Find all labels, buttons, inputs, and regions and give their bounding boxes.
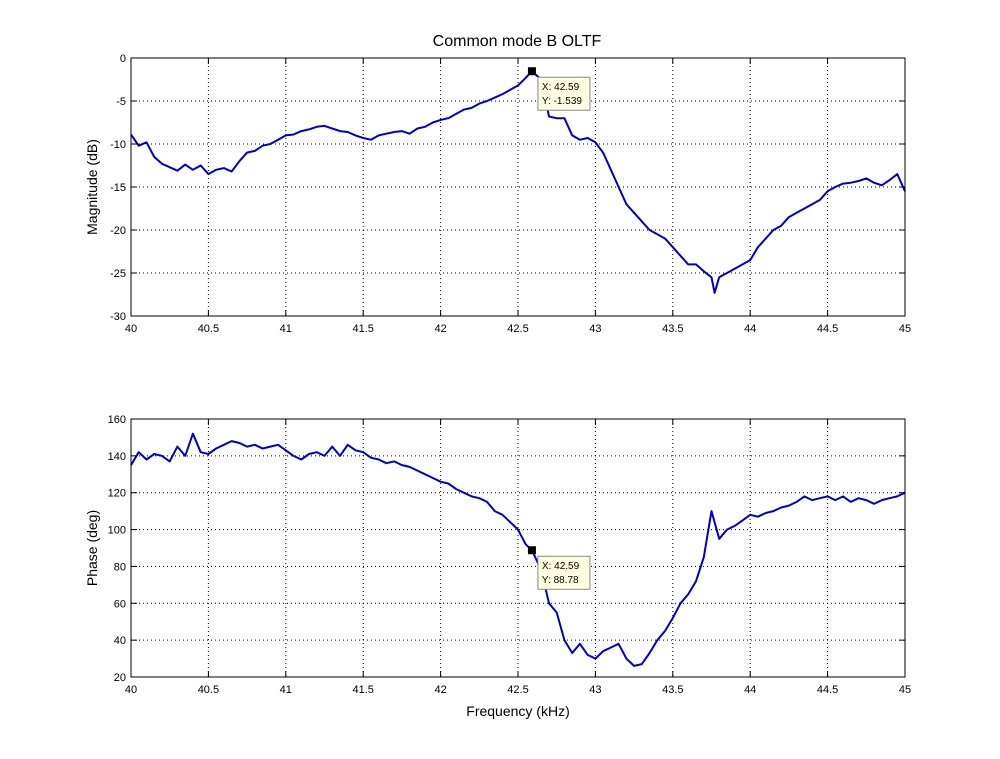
x-tick-label: 42	[434, 684, 446, 696]
x-tick-label: 44	[744, 684, 756, 696]
y-tick-label: 160	[108, 414, 126, 426]
x-tick-label: 45	[899, 684, 911, 696]
grid	[131, 419, 905, 677]
y-tick-label: 100	[108, 525, 126, 537]
x-tick-label: 41.5	[352, 684, 373, 696]
x-tick-label: 44.5	[817, 323, 838, 335]
series-line	[130, 432, 906, 667]
data-tip-box	[537, 555, 591, 590]
x-tick-label: 43	[589, 323, 601, 335]
x-tick-label: 44	[744, 323, 756, 335]
data-tip-marker	[527, 546, 536, 555]
y-tick-label: -30	[110, 311, 126, 323]
data-tip-marker	[527, 67, 536, 76]
x-tick-label: 43.5	[662, 684, 683, 696]
x-tick-label: 43.5	[662, 323, 683, 335]
data-tip-x: X: 42.59	[542, 82, 580, 93]
y-tick-label: 80	[114, 561, 126, 573]
x-tick-label: 41.5	[352, 323, 373, 335]
y-tick-label: 0	[120, 53, 126, 65]
x-tick-label: 44.5	[817, 684, 838, 696]
y-tick-label: 120	[108, 488, 126, 500]
data-tip[interactable]: X: 42.59 Y: -1.539	[527, 67, 591, 111]
magnitude-plot: Common mode B OLTF 40 40.5 41 41.5 42 42.5 43 4…	[84, 33, 911, 335]
data-tip-x: X: 42.59	[542, 561, 580, 572]
x-tick-label: 40.5	[198, 323, 219, 335]
y-tick-label: 60	[114, 598, 126, 610]
y-tick-label: 20	[114, 672, 126, 684]
grid	[131, 58, 905, 316]
x-tick-label: 40.5	[198, 684, 219, 696]
y-axis-label: Magnitude (dB)	[84, 139, 100, 235]
y-tick-label: 140	[108, 451, 126, 463]
series-line	[130, 70, 906, 294]
data-tip-y: Y: 88.78	[542, 575, 579, 586]
x-tick-label: 42.5	[507, 323, 528, 335]
data-tip-y: Y: -1.539	[542, 96, 582, 107]
y-tick-label: 40	[114, 635, 126, 647]
x-tick-label: 41	[280, 684, 292, 696]
x-tick-label: 45	[899, 323, 911, 335]
x-tick-label: 42.5	[507, 684, 528, 696]
x-tick-label: 43	[589, 684, 601, 696]
data-tip-box	[537, 76, 591, 111]
x-tick-label: 41	[280, 323, 292, 335]
x-tick-label: 42	[434, 323, 446, 335]
y-tick-label: -15	[110, 182, 126, 194]
data-tip[interactable]: X: 42.59 Y: 88.78	[527, 546, 591, 590]
x-tick-label: 40	[125, 684, 137, 696]
x-axis-label: Frequency (kHz)	[466, 703, 569, 719]
y-axis-label: Phase (deg)	[84, 510, 100, 586]
y-tick-label: -10	[110, 139, 126, 151]
chart-title: Common mode B OLTF	[433, 33, 602, 50]
phase-plot: 40 40.5 41 41.5 42 42.5 43 43.5 44 44.5 45 160 140 12…	[84, 414, 911, 719]
y-tick-label: -20	[110, 225, 126, 237]
y-tick-label: -5	[116, 96, 126, 108]
y-tick-label: -25	[110, 268, 126, 280]
x-tick-label: 40	[125, 323, 137, 335]
